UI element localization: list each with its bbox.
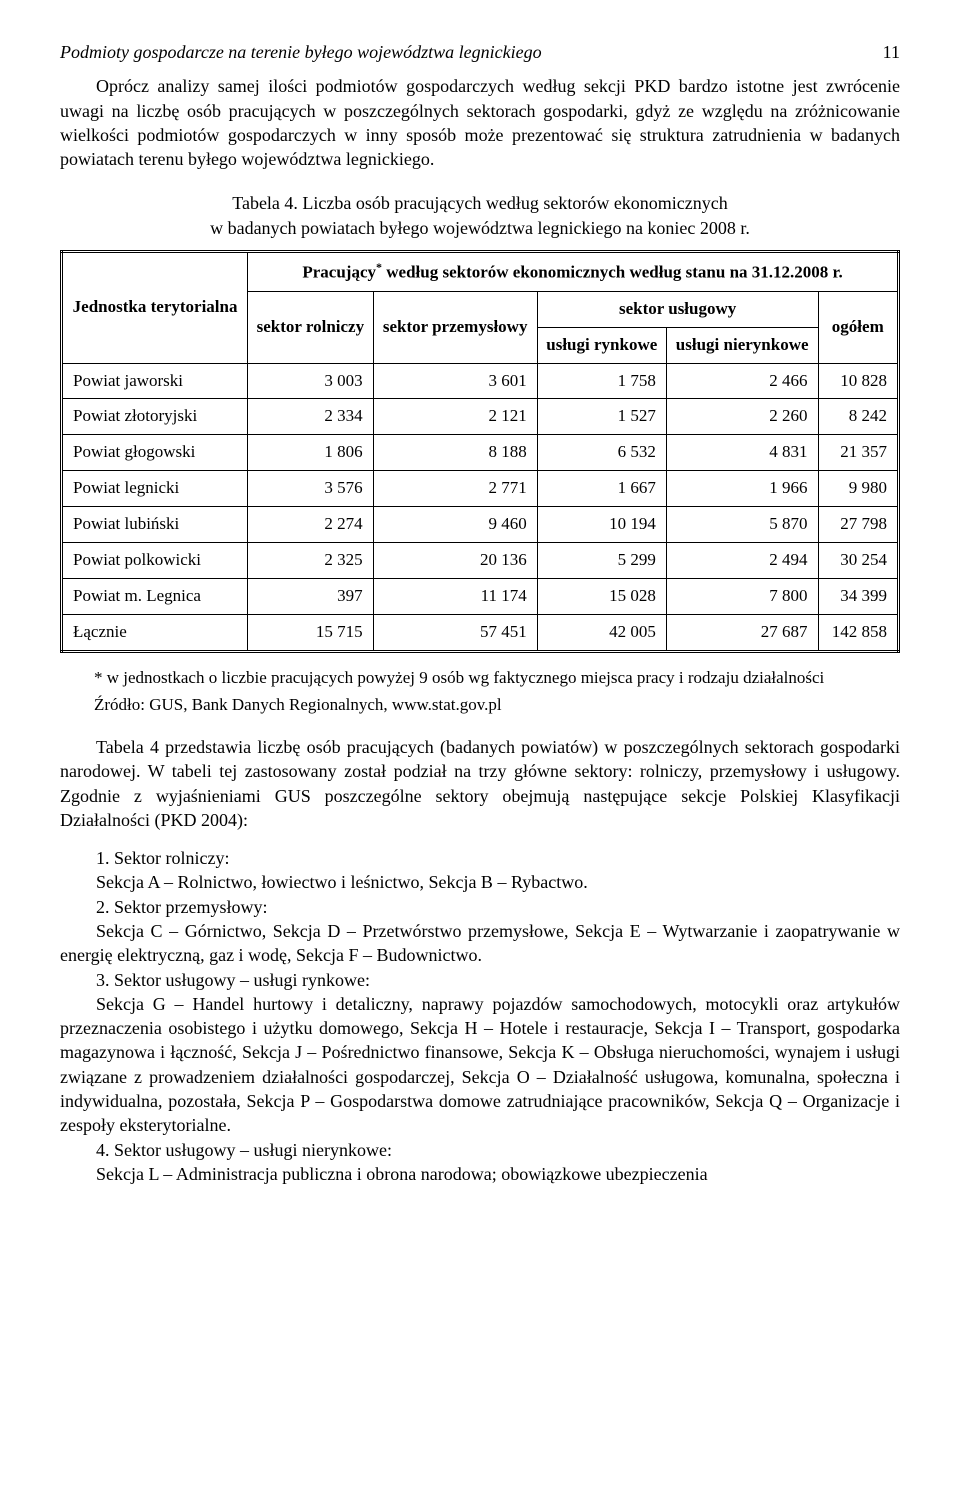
cell-market: 6 532 <box>537 435 666 471</box>
running-header: Podmioty gospodarcze na terenie byłego w… <box>60 40 900 64</box>
table-row: Powiat głogowski1 8068 1886 5324 83121 3… <box>62 435 899 471</box>
cell-total: 21 357 <box>818 435 898 471</box>
cell-market: 1 527 <box>537 399 666 435</box>
top-header-pre: Pracujący <box>302 263 376 282</box>
source-line: Źródło: GUS, Bank Danych Regionalnych, w… <box>60 694 900 717</box>
col-total: ogółem <box>818 291 898 363</box>
sector-3-body: Sekcja G – Handel hurtowy i detaliczny, … <box>60 992 900 1138</box>
cell-market: 42 005 <box>537 615 666 652</box>
cell-ind: 2 771 <box>373 471 537 507</box>
sector-4-body: Sekcja L – Administracja publiczna i obr… <box>60 1162 900 1186</box>
cell-total: 27 798 <box>818 507 898 543</box>
cell-total: 10 828 <box>818 363 898 399</box>
header-title: Podmioty gospodarcze na terenie byłego w… <box>60 40 542 64</box>
cell-total: 8 242 <box>818 399 898 435</box>
cell-nonmarket: 7 800 <box>666 579 818 615</box>
paragraph-2: Tabela 4 przedstawia liczbę osób pracują… <box>60 735 900 832</box>
sector-2-title: 2. Sektor przemysłowy: <box>60 895 900 919</box>
cell-nonmarket: 27 687 <box>666 615 818 652</box>
table-caption: Tabela 4. Liczba osób pracujących według… <box>60 191 900 240</box>
col-agri: sektor rolniczy <box>248 291 373 363</box>
sector-2-body: Sekcja C – Górnictwo, Sekcja D – Przetwó… <box>60 919 900 968</box>
table-row: Powiat jaworski3 0033 6011 7582 46610 82… <box>62 363 899 399</box>
table-row: Łącznie15 71557 45142 00527 687142 858 <box>62 615 899 652</box>
cell-nonmarket: 5 870 <box>666 507 818 543</box>
sector-1-body: Sekcja A – Rolnictwo, łowiectwo i leśnic… <box>60 870 900 894</box>
cell-agri: 2 274 <box>248 507 373 543</box>
top-header-post: według sektorów ekonomicznych według sta… <box>386 263 843 282</box>
cell-agri: 3 003 <box>248 363 373 399</box>
cell-market: 15 028 <box>537 579 666 615</box>
row-label: Powiat złotoryjski <box>62 399 248 435</box>
cell-nonmarket: 1 966 <box>666 471 818 507</box>
cell-market: 5 299 <box>537 543 666 579</box>
cell-total: 30 254 <box>818 543 898 579</box>
cell-ind: 8 188 <box>373 435 537 471</box>
cell-nonmarket: 2 466 <box>666 363 818 399</box>
cell-agri: 1 806 <box>248 435 373 471</box>
sector-4-title: 4. Sektor usługowy – usługi nierynkowe: <box>60 1138 900 1162</box>
row-label: Powiat m. Legnica <box>62 579 248 615</box>
asterisk: * <box>376 260 382 274</box>
row-label: Powiat głogowski <box>62 435 248 471</box>
col-unit: Jednostka terytorialna <box>62 252 248 363</box>
cell-market: 1 758 <box>537 363 666 399</box>
col-industry: sektor przemysłowy <box>373 291 537 363</box>
cell-agri: 2 334 <box>248 399 373 435</box>
cell-ind: 9 460 <box>373 507 537 543</box>
cell-nonmarket: 2 494 <box>666 543 818 579</box>
col-services-nonmarket: usługi nierynkowe <box>666 327 818 363</box>
sector-3-title: 3. Sektor usługowy – usługi rynkowe: <box>60 968 900 992</box>
data-table: Jednostka terytorialna Pracujący* według… <box>60 250 900 653</box>
cell-ind: 20 136 <box>373 543 537 579</box>
table-row: Powiat lubiński2 2749 46010 1945 87027 7… <box>62 507 899 543</box>
cell-agri: 15 715 <box>248 615 373 652</box>
table-body: Powiat jaworski3 0033 6011 7582 46610 82… <box>62 363 899 652</box>
cell-nonmarket: 4 831 <box>666 435 818 471</box>
table-row: Powiat legnicki3 5762 7711 6671 9669 980 <box>62 471 899 507</box>
col-top-header: Pracujący* według sektorów ekonomicznych… <box>248 252 899 292</box>
cell-ind: 2 121 <box>373 399 537 435</box>
table-row: Powiat złotoryjski2 3342 1211 5272 2608 … <box>62 399 899 435</box>
cell-total: 9 980 <box>818 471 898 507</box>
cell-total: 34 399 <box>818 579 898 615</box>
sector-1-title: 1. Sektor rolniczy: <box>60 846 900 870</box>
caption-line-2: w badanych powiatach byłego województwa … <box>210 218 750 238</box>
cell-agri: 397 <box>248 579 373 615</box>
cell-ind: 57 451 <box>373 615 537 652</box>
table-row: Powiat polkowicki2 32520 1365 2992 49430… <box>62 543 899 579</box>
col-services: sektor usługowy <box>537 291 818 327</box>
cell-agri: 2 325 <box>248 543 373 579</box>
cell-nonmarket: 2 260 <box>666 399 818 435</box>
row-label: Łącznie <box>62 615 248 652</box>
table-row: Powiat m. Legnica39711 17415 0287 80034 … <box>62 579 899 615</box>
cell-market: 1 667 <box>537 471 666 507</box>
caption-line-1: Tabela 4. Liczba osób pracujących według… <box>232 193 728 213</box>
paragraph-1: Oprócz analizy samej ilości podmiotów go… <box>60 74 900 171</box>
row-label: Powiat legnicki <box>62 471 248 507</box>
cell-ind: 11 174 <box>373 579 537 615</box>
sector-list: 1. Sektor rolniczy: Sekcja A – Rolnictwo… <box>60 846 900 1186</box>
cell-market: 10 194 <box>537 507 666 543</box>
cell-agri: 3 576 <box>248 471 373 507</box>
row-label: Powiat jaworski <box>62 363 248 399</box>
row-label: Powiat lubiński <box>62 507 248 543</box>
cell-ind: 3 601 <box>373 363 537 399</box>
cell-total: 142 858 <box>818 615 898 652</box>
page-number: 11 <box>883 40 900 64</box>
row-label: Powiat polkowicki <box>62 543 248 579</box>
col-services-market: usługi rynkowe <box>537 327 666 363</box>
footnote: * w jednostkach o liczbie pracujących po… <box>60 667 900 690</box>
